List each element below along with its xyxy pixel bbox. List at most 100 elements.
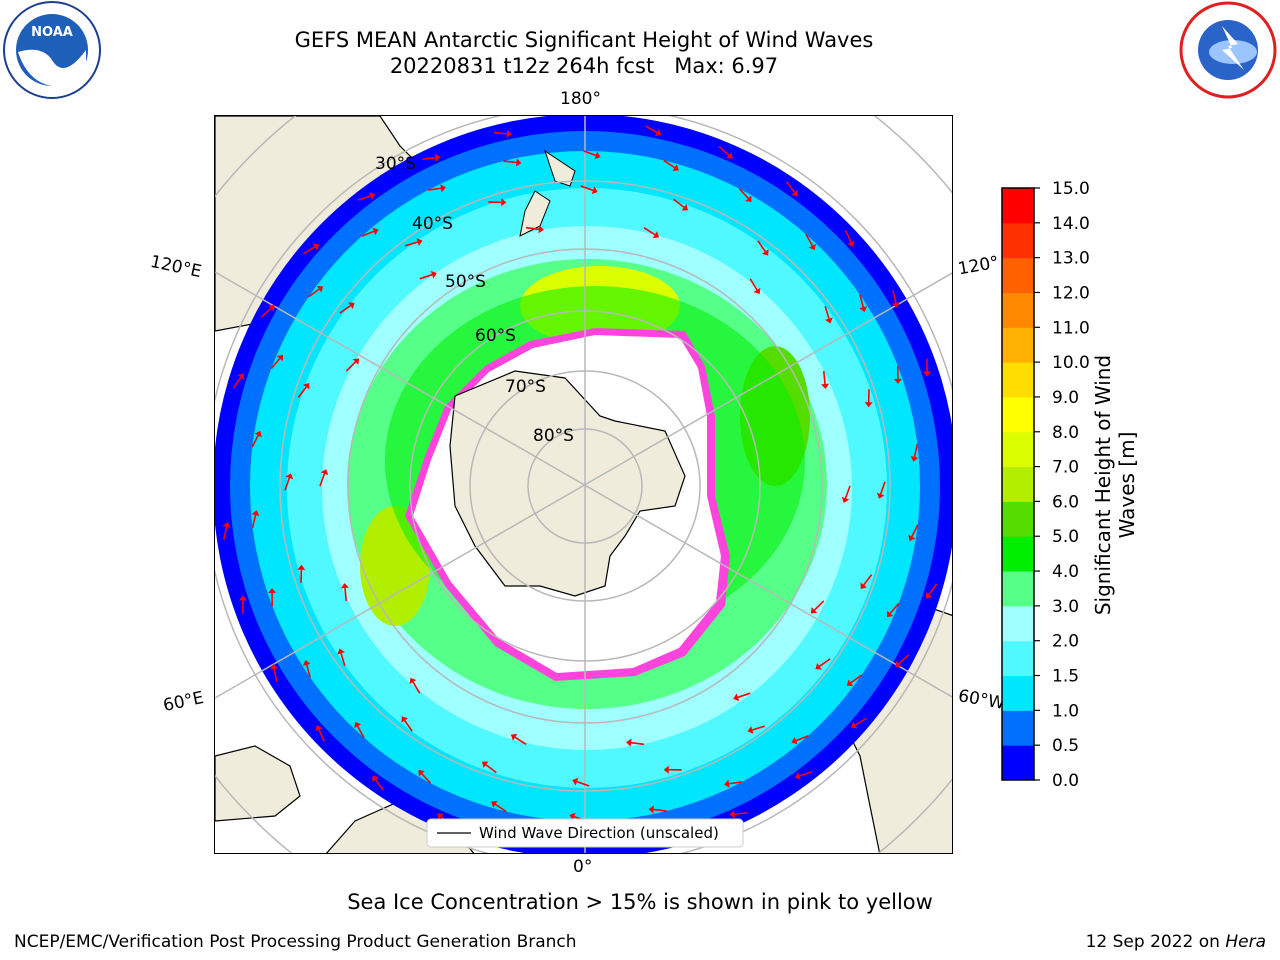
wave-arrow-shaft: [270, 358, 281, 370]
wave-arrow-shaft: [405, 241, 418, 247]
wave-arrow-head: [652, 231, 660, 239]
legend-label: Wind Wave Direction (unscaled): [479, 824, 719, 842]
map-legend: Wind Wave Direction (unscaled): [426, 818, 744, 848]
colorbar-tick-label: 8.0: [1052, 423, 1079, 443]
wave-arrow-head: [729, 810, 736, 819]
colorbar-tick-label: 4.0: [1052, 562, 1079, 582]
wave-arrow-shaft: [913, 444, 919, 458]
wave-arrow-head: [437, 813, 444, 820]
wave-arrow-shaft: [308, 288, 320, 298]
wave-arrow-head: [572, 777, 579, 786]
wave-arrow-head: [891, 302, 900, 308]
wave-arrow-shaft: [889, 602, 900, 614]
wave-arrow-head: [372, 775, 379, 783]
colorbar-bin: [1002, 745, 1034, 781]
wave-arrow-head: [316, 286, 324, 293]
wave-arrow-shaft: [485, 764, 497, 774]
wave-arrow-shaft: [422, 156, 436, 160]
wave-arrow-head: [409, 677, 417, 685]
wave-arrow-head: [312, 243, 320, 251]
wave-arrow-head: [372, 227, 379, 236]
wave-arrow-shaft: [854, 717, 867, 726]
wave-arrow-head: [320, 469, 329, 476]
lat-label-40: 40°S: [412, 214, 453, 234]
wave-arrow-head: [654, 129, 662, 136]
wave-arrow-head: [352, 358, 360, 365]
wave-arrow-head: [297, 564, 306, 570]
wave-arrow-shaft: [576, 780, 590, 787]
colorbar-tick-label: 2.0: [1052, 632, 1079, 652]
lon-label-top: 180°: [560, 89, 601, 109]
wave-arrow-shaft: [493, 131, 508, 135]
wave-arrow-head: [237, 373, 245, 380]
wave-arrow-head: [418, 769, 425, 777]
wave-arrow-shaft: [223, 526, 228, 540]
wave-arrow-shaft: [303, 246, 316, 255]
wave-arrow-shaft: [892, 290, 897, 304]
wave-arrow-shaft: [580, 185, 594, 192]
colorbar-tick-label: 15.0: [1052, 179, 1090, 199]
lat-label-70: 70°S: [505, 377, 546, 397]
wave-arrow-shaft: [251, 435, 259, 448]
wave-arrow-shaft: [757, 240, 766, 252]
wave-arrow-shaft: [645, 125, 658, 134]
wave-arrow-shaft: [340, 653, 346, 666]
wave-arrow-head: [238, 595, 247, 601]
footer-date: 12 Sep 2022 on: [1085, 932, 1226, 952]
colorbar-bin: [1002, 222, 1034, 259]
colorbar-tick-label: 0.0: [1052, 771, 1079, 791]
caption: Sea Ice Concentration > 15% is shown in …: [347, 890, 933, 914]
wave-arrow-shaft: [251, 514, 257, 528]
colorbar-bin: [1002, 571, 1034, 607]
wave-arrow-shaft: [673, 198, 685, 208]
colorbar-bin: [1002, 536, 1034, 572]
wave-arrow-shaft: [928, 583, 938, 595]
wave-arrow-head: [354, 721, 362, 729]
wave-arrow-head: [726, 152, 733, 159]
colorbar-bin: [1002, 188, 1034, 224]
wave-arrow-head: [401, 716, 408, 723]
wave-arrow-head: [745, 195, 752, 203]
wave-arrow-head: [369, 192, 376, 200]
wave-arrow-head: [268, 304, 275, 312]
wave-arrow-head: [440, 184, 446, 193]
wave-arrow-head: [268, 588, 277, 594]
wave-arrow-head: [501, 198, 507, 207]
colorbar-bin: [1002, 396, 1034, 433]
wave-arrow-shaft: [514, 736, 527, 746]
wave-arrow-head: [315, 725, 323, 732]
wave-arrow-head: [724, 779, 730, 788]
lat-labels: 30°S 40°S 50°S 60°S 70°S 80°S: [375, 154, 574, 446]
svg-text:NOAA: NOAA: [31, 25, 73, 40]
wave-arrow-head: [821, 383, 830, 389]
wave-arrow-head: [850, 721, 858, 729]
wave-arrow-shaft: [805, 233, 814, 247]
wave-arrow-head: [672, 164, 679, 171]
wave-arrow-shaft: [737, 692, 751, 699]
wave-arrow-shaft: [718, 145, 730, 156]
wave-arrow-head: [893, 378, 902, 384]
colorbar-bin: [1002, 466, 1034, 502]
colorbar-border: [1001, 187, 1035, 781]
graticule: [215, 116, 952, 853]
wave-arrow-head: [791, 189, 798, 197]
lon-label-right-upper: 120°: [956, 252, 1001, 280]
wave-arrow-shaft: [503, 160, 517, 164]
wave-arrow-shaft: [898, 654, 910, 665]
wave-arrow-head: [430, 270, 437, 279]
colorbar-tick-label: 7.0: [1052, 458, 1079, 478]
wave-arrow-shaft: [813, 600, 825, 611]
wave-arrow-head: [794, 772, 801, 780]
wave-arrow-shaft: [824, 306, 830, 319]
colorbar-tick-label: 3.0: [1052, 597, 1079, 617]
wave-arrow-shaft: [525, 226, 540, 231]
colorbar-tick-label: 1.5: [1052, 667, 1079, 687]
wave-arrow-head: [337, 648, 345, 655]
wave-arrow-head: [791, 736, 798, 745]
wave-arrow-shaft: [318, 729, 326, 742]
wave-arrow-shaft: [374, 779, 384, 791]
wave-arrow-shaft: [859, 294, 865, 308]
wave-arrow-head: [348, 302, 355, 309]
wave-arrow-head: [841, 496, 850, 503]
wave-arrow-shaft: [844, 230, 852, 243]
